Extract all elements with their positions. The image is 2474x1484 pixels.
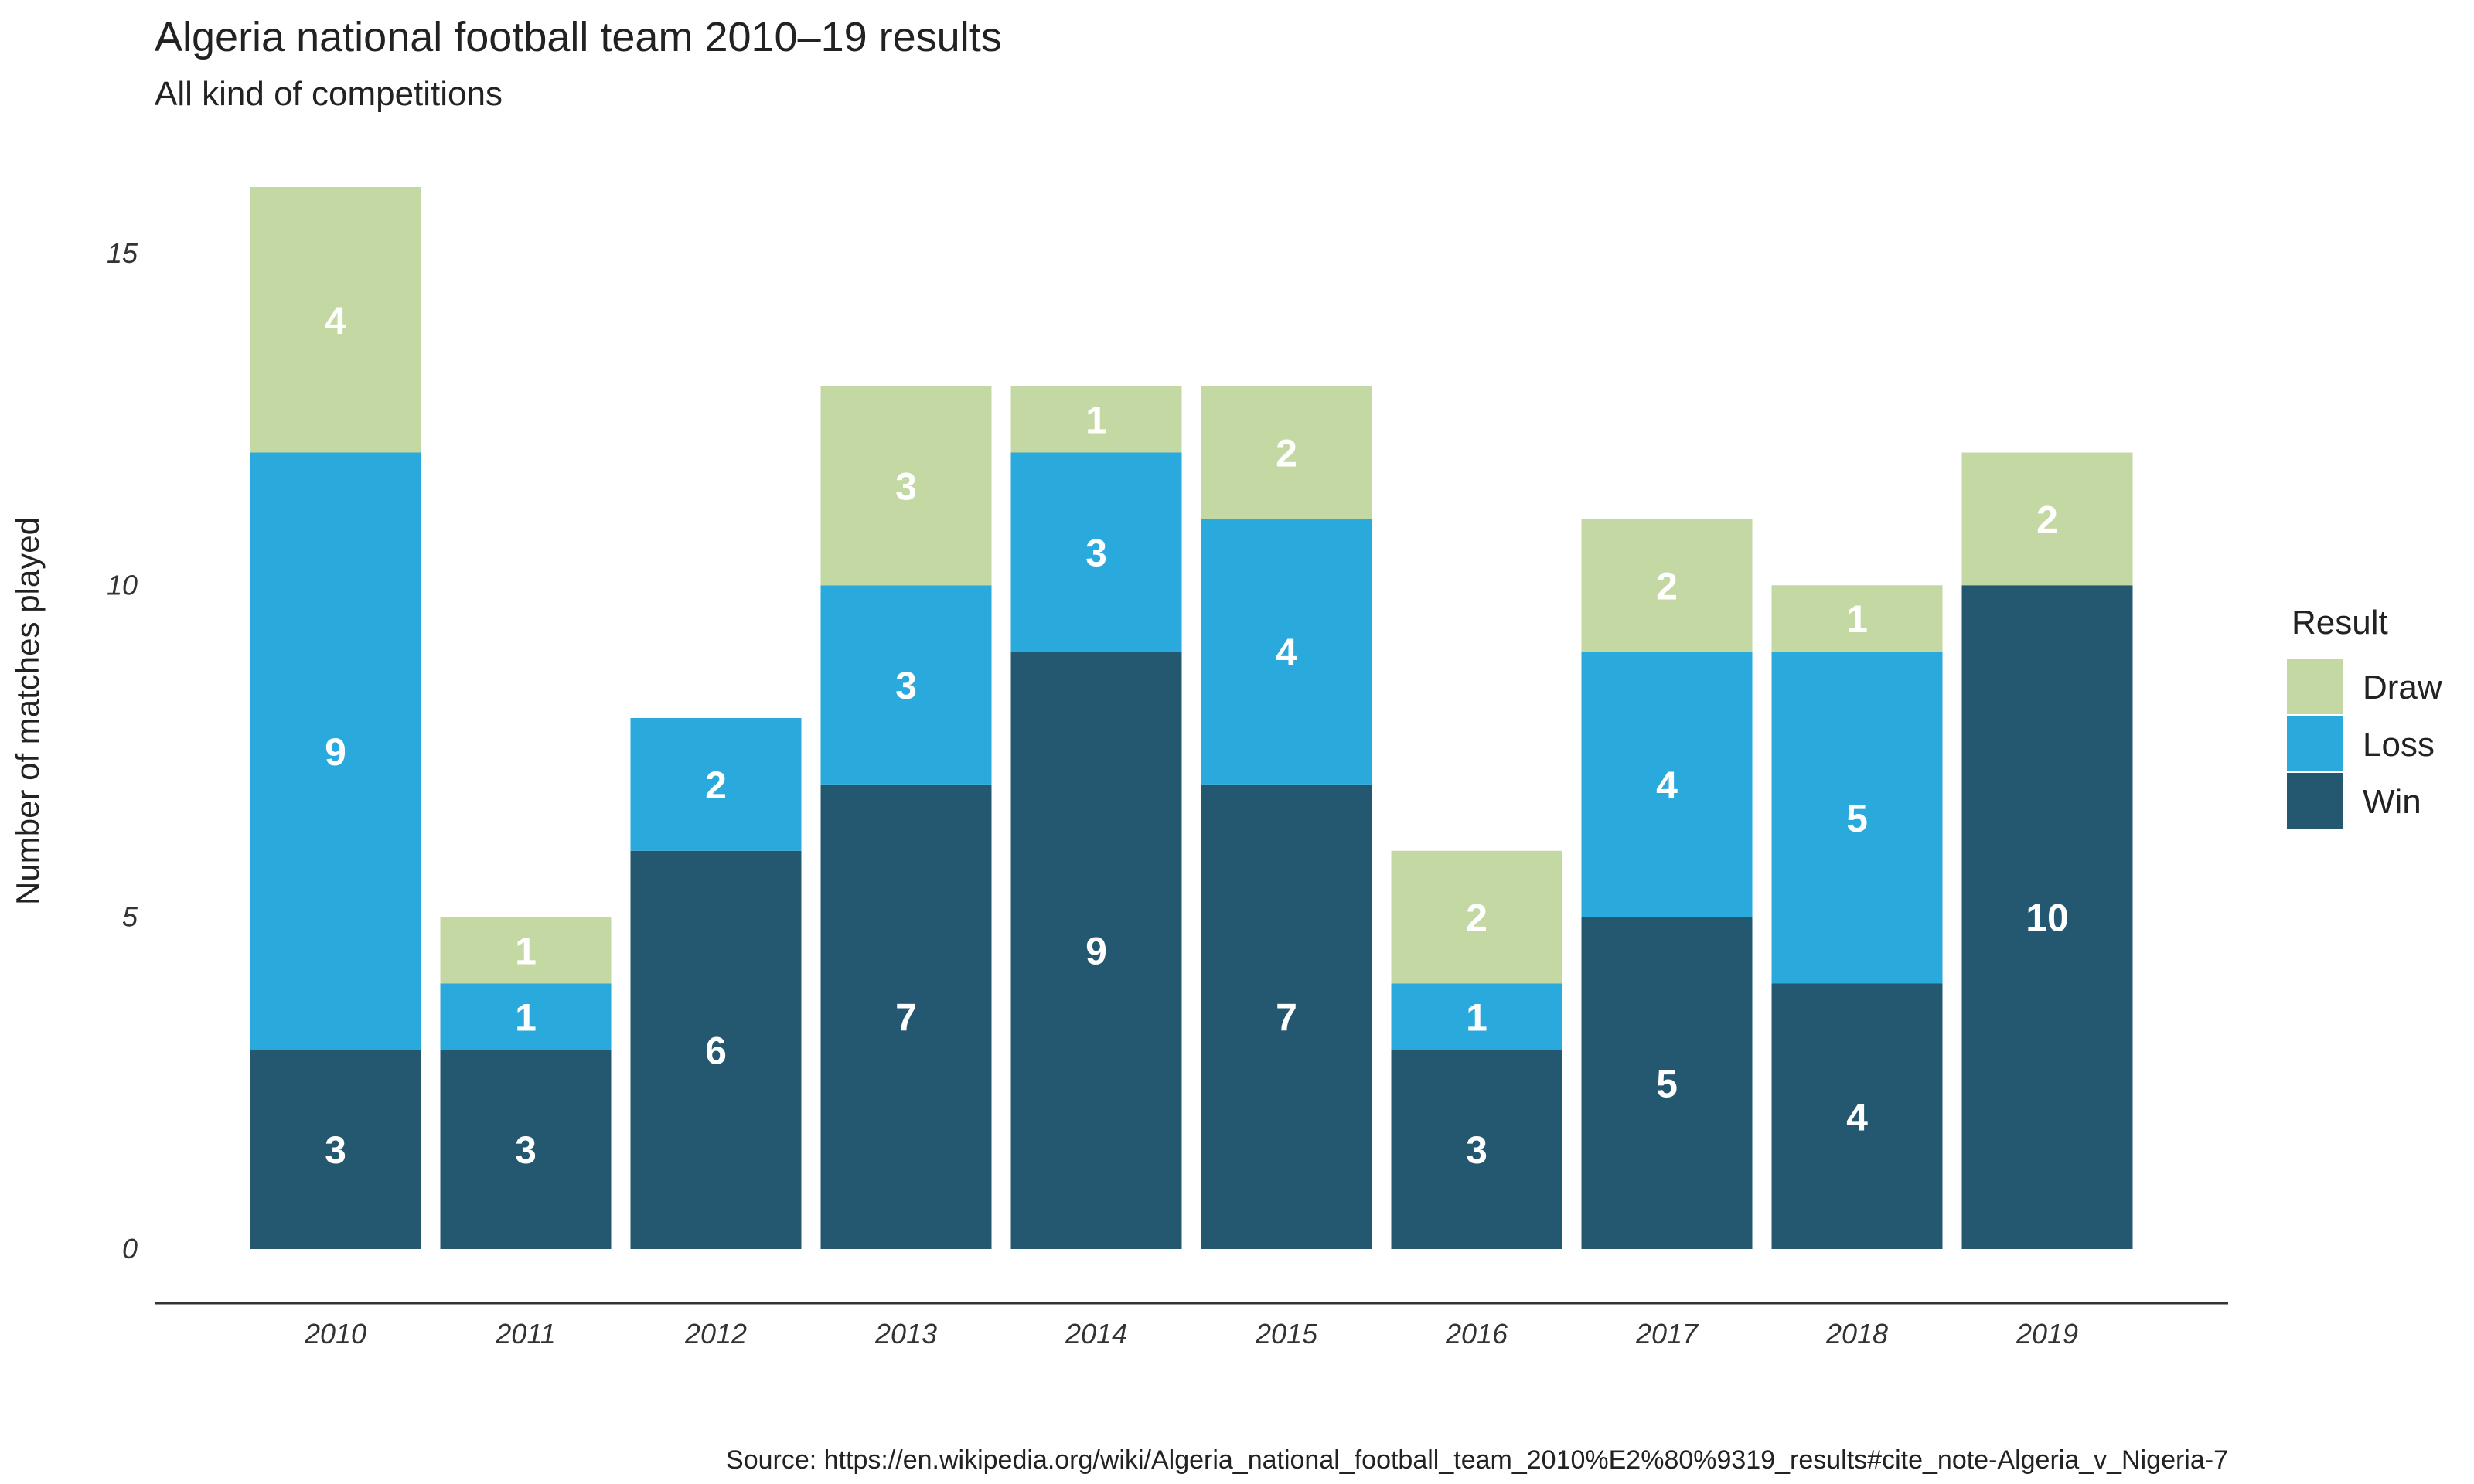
bar-segment-draw	[1771, 585, 1943, 652]
bar-segment-win	[820, 784, 992, 1249]
x-tick-label: 2017	[1635, 1318, 1699, 1350]
data-label-loss: 1	[515, 996, 537, 1039]
bar-segment-loss	[250, 452, 421, 1050]
bar-segment-loss	[1581, 652, 1753, 917]
data-label-loss: 2	[705, 764, 727, 807]
x-tick-label: 2019	[2016, 1318, 2078, 1350]
legend-key-win	[2287, 773, 2343, 829]
bar-segment-win	[1581, 917, 1753, 1249]
bar-segment-draw	[1010, 386, 1182, 453]
x-tick-label: 2014	[1065, 1318, 1127, 1350]
bar-segment-draw	[1201, 386, 1372, 519]
x-tick-label: 2016	[1445, 1318, 1508, 1350]
bar-segment-loss	[1771, 652, 1943, 984]
data-label-loss: 1	[1466, 996, 1487, 1039]
bar-segment-draw	[1581, 519, 1753, 652]
y-axis-label: Number of matches played	[9, 517, 46, 905]
y-tick-label: 15	[107, 237, 138, 269]
data-label-win: 9	[1085, 930, 1107, 973]
data-label-loss: 3	[895, 664, 917, 707]
x-tick-label: 2012	[684, 1318, 747, 1350]
data-label-draw: 2	[1656, 564, 1678, 608]
x-tick-label: 2010	[304, 1318, 366, 1350]
y-tick-label: 0	[122, 1233, 138, 1264]
data-label-loss: 9	[325, 730, 346, 774]
plot-area: 0510153942010311201162201273320139312014…	[107, 187, 2228, 1350]
data-label-draw: 1	[1846, 597, 1868, 641]
bar-segment-loss	[1391, 983, 1562, 1050]
bar-segment-draw	[820, 386, 992, 586]
legend-label-win: Win	[2363, 783, 2421, 821]
data-label-draw: 3	[895, 465, 917, 508]
bar-segment-draw	[1391, 850, 1562, 984]
bar-segment-loss	[820, 585, 992, 785]
bar-segment-loss	[1010, 452, 1182, 652]
data-label-draw: 4	[325, 299, 346, 342]
data-label-draw: 1	[1085, 399, 1107, 442]
chart-subtitle: All kind of competitions	[155, 75, 503, 113]
y-tick-label: 10	[107, 569, 138, 601]
data-label-win: 7	[895, 996, 917, 1039]
bar-segment-win	[630, 850, 802, 1249]
data-label-loss: 3	[1085, 531, 1107, 574]
data-label-draw: 1	[515, 930, 537, 973]
x-tick-label: 2015	[1255, 1318, 1318, 1350]
bar-segment-win	[1391, 1050, 1562, 1249]
data-label-win: 10	[2026, 897, 2069, 940]
data-label-loss: 5	[1846, 797, 1868, 840]
bar-segment-draw	[250, 187, 421, 453]
bar-segment-win	[440, 1050, 612, 1249]
data-label-win: 5	[1656, 1062, 1678, 1105]
data-label-win: 7	[1276, 996, 1297, 1039]
legend-key-draw	[2287, 659, 2343, 714]
bar-segment-draw	[1961, 452, 2133, 586]
data-label-win: 3	[325, 1128, 346, 1172]
bar-segment-win	[1201, 784, 1372, 1249]
legend-label-loss: Loss	[2363, 726, 2435, 764]
chart-title: Algeria national football team 2010–19 r…	[155, 14, 1002, 60]
bar-segment-loss	[630, 718, 802, 851]
data-label-win: 4	[1846, 1095, 1868, 1139]
data-label-loss: 4	[1276, 631, 1297, 674]
bar-segment-draw	[440, 917, 612, 984]
data-label-win: 3	[515, 1128, 537, 1172]
chart-caption: Source: https://en.wikipedia.org/wiki/Al…	[726, 1445, 2228, 1475]
data-label-win: 6	[705, 1029, 727, 1072]
legend-key-loss	[2287, 716, 2343, 771]
data-label-win: 3	[1466, 1128, 1487, 1172]
x-tick-label: 2013	[874, 1318, 937, 1350]
data-label-draw: 2	[1466, 897, 1487, 940]
data-label-draw: 2	[1276, 432, 1297, 475]
legend-title: Result	[2292, 604, 2388, 642]
bar-segment-loss	[440, 983, 612, 1050]
y-tick-label: 5	[122, 901, 138, 933]
bar-segment-win	[1961, 585, 2133, 1249]
data-label-loss: 4	[1656, 764, 1678, 807]
bar-segment-loss	[1201, 519, 1372, 785]
bar-segment-win	[1010, 652, 1182, 1249]
x-tick-label: 2018	[1825, 1318, 1888, 1350]
legend-label-draw: Draw	[2363, 669, 2442, 706]
data-label-draw: 2	[2036, 498, 2058, 541]
x-tick-label: 2011	[495, 1318, 555, 1350]
bar-segment-win	[250, 1050, 421, 1249]
bar-segment-win	[1771, 983, 1943, 1249]
legend: Result Draw Loss Win	[2287, 604, 2442, 829]
